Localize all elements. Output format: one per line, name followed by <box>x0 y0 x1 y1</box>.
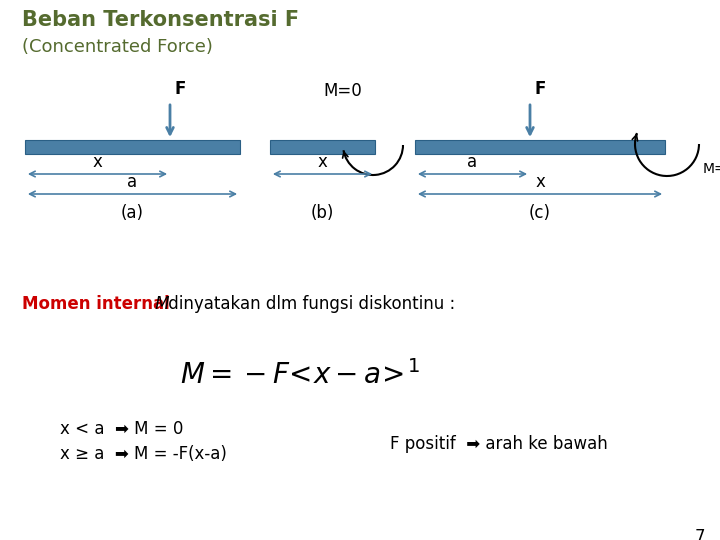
Text: x: x <box>318 153 328 171</box>
Text: x: x <box>535 173 545 191</box>
Text: $M = -F\!<\!x-a\!>^{\!1}$: $M = -F\!<\!x-a\!>^{\!1}$ <box>180 360 420 390</box>
Text: Momen internal: Momen internal <box>22 295 170 313</box>
Bar <box>415 140 665 154</box>
Text: Beban Terkonsentrasi F: Beban Terkonsentrasi F <box>22 10 299 30</box>
Bar <box>270 140 375 154</box>
Text: F: F <box>535 80 546 98</box>
Text: M=0: M=0 <box>323 82 362 100</box>
Text: (Concentrated Force): (Concentrated Force) <box>22 38 213 56</box>
Text: x < a  ➡ M = 0: x < a ➡ M = 0 <box>60 420 184 438</box>
Text: a: a <box>127 173 138 191</box>
Text: M=-F(x-a): M=-F(x-a) <box>703 161 720 175</box>
Text: F positif  ➡ arah ke bawah: F positif ➡ arah ke bawah <box>390 435 608 453</box>
Text: (c): (c) <box>529 204 551 222</box>
Text: F: F <box>175 80 186 98</box>
Text: a: a <box>467 153 477 171</box>
Text: (a): (a) <box>121 204 144 222</box>
Text: (b): (b) <box>311 204 334 222</box>
Text: x: x <box>93 153 102 171</box>
Bar <box>25 140 240 154</box>
Text: dinyatakan dlm fungsi diskontinu :: dinyatakan dlm fungsi diskontinu : <box>163 295 455 313</box>
Text: x ≥ a  ➡ M = -F(x-a): x ≥ a ➡ M = -F(x-a) <box>60 445 227 463</box>
Text: 7: 7 <box>695 528 706 540</box>
Text: M: M <box>150 295 170 313</box>
